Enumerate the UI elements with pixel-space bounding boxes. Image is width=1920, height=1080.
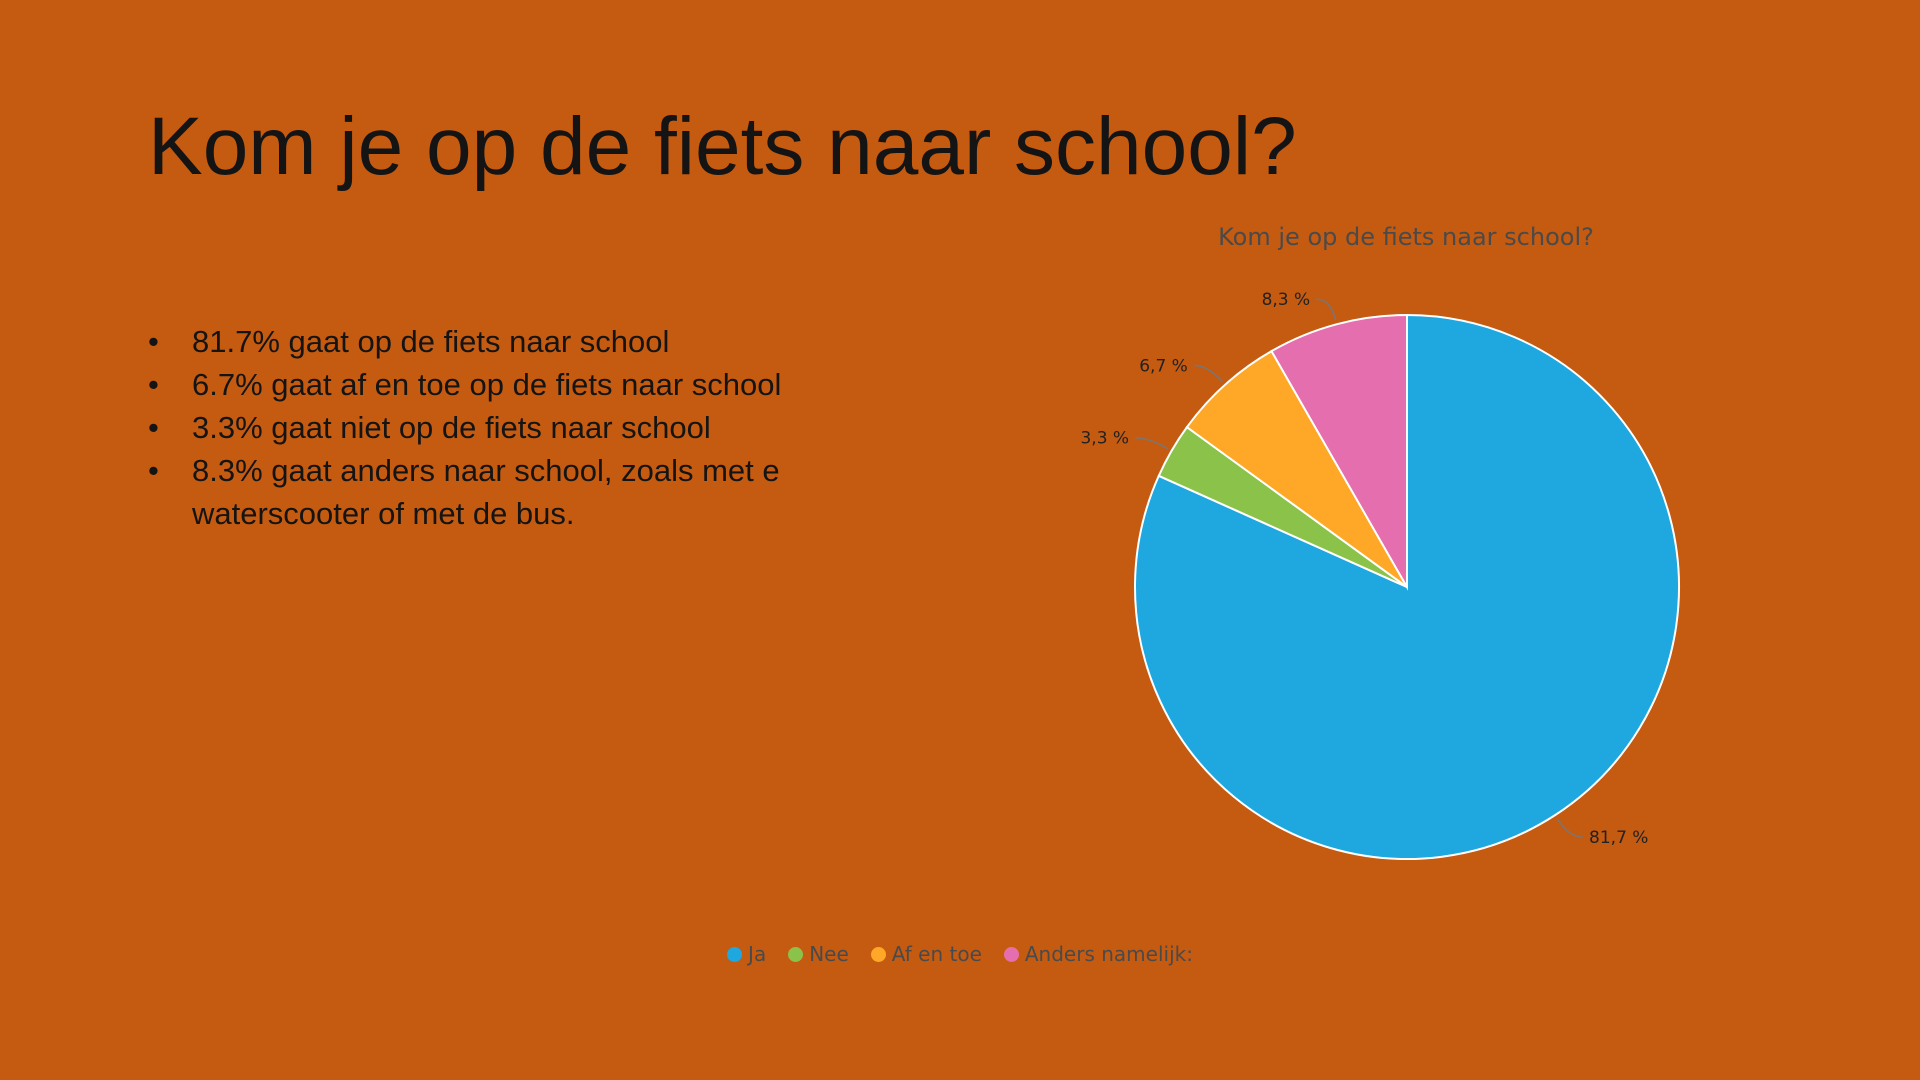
legend-item[interactable]: Af en toe xyxy=(870,942,982,966)
legend-label: Af en toe xyxy=(891,942,982,966)
data-label: 6,7 % xyxy=(1139,356,1188,376)
bullet-text: 81.7% gaat op de fiets naar school xyxy=(192,324,670,359)
bullet-item: • 8.3% gaat anders naar school, zoals met… xyxy=(148,449,868,535)
data-label: 8,3 % xyxy=(1262,290,1311,310)
pie-slice[interactable] xyxy=(1270,313,1408,591)
bullet-text: 6.7% gaat af en toe op de fiets naar sch… xyxy=(192,367,782,402)
bullet-text: 8.3% gaat anders naar school, zoals met … xyxy=(192,453,780,531)
chart-legend: Ja Nee Af en toe Anders namelijk: xyxy=(0,942,1920,966)
legend-label: Anders namelijk: xyxy=(1024,942,1193,966)
pie-data-labels: 81,7 % 3,3 % 6,7 % 8,3 % xyxy=(1080,290,1648,848)
data-label: 81,7 % xyxy=(1589,828,1648,848)
slide-title: Kom je op de fiets naar school? xyxy=(148,101,1297,192)
bullet-dot: • xyxy=(148,453,159,488)
bullet-dot: • xyxy=(148,367,159,402)
bullet-item: • 6.7% gaat af en toe op de fiets naar sc… xyxy=(148,363,868,406)
bullet-item: • 3.3% gaat niet op de fiets naar school xyxy=(148,406,868,449)
bullet-dot: • xyxy=(148,410,159,445)
leader-line xyxy=(1556,818,1584,838)
bullet-item: • 81.7% gaat op de fiets naar school xyxy=(148,320,868,363)
legend-item[interactable]: Anders namelijk: xyxy=(1003,942,1193,966)
legend-label: Ja xyxy=(748,942,767,966)
bullet-list: • 81.7% gaat op de fiets naar school • 6.7… xyxy=(148,320,868,535)
legend-item[interactable]: Nee xyxy=(788,942,849,966)
pie-slices xyxy=(1134,313,1680,860)
legend-swatch xyxy=(788,946,804,962)
pie-slice[interactable] xyxy=(1185,349,1408,588)
legend-swatch xyxy=(870,946,886,962)
bullet-dot: • xyxy=(148,324,159,359)
legend-swatch xyxy=(1003,946,1019,962)
legend-swatch xyxy=(727,946,743,962)
legend-label: Nee xyxy=(809,942,849,966)
leader-line xyxy=(1135,436,1169,450)
leader-line xyxy=(1316,298,1337,321)
data-label: 3,3 % xyxy=(1080,429,1129,449)
chart-title: Kom je op de fiets naar school? xyxy=(1218,223,1594,251)
bullet-text: 3.3% gaat niet op de fiets naar school xyxy=(192,410,711,445)
legend-item[interactable]: Ja xyxy=(727,942,766,966)
pie-leader-lines xyxy=(1135,298,1584,838)
leader-line xyxy=(1193,364,1224,383)
